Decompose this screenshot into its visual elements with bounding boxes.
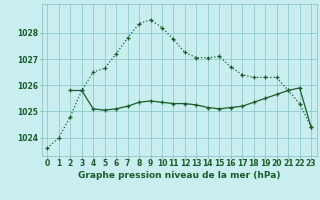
X-axis label: Graphe pression niveau de la mer (hPa): Graphe pression niveau de la mer (hPa): [78, 171, 280, 180]
